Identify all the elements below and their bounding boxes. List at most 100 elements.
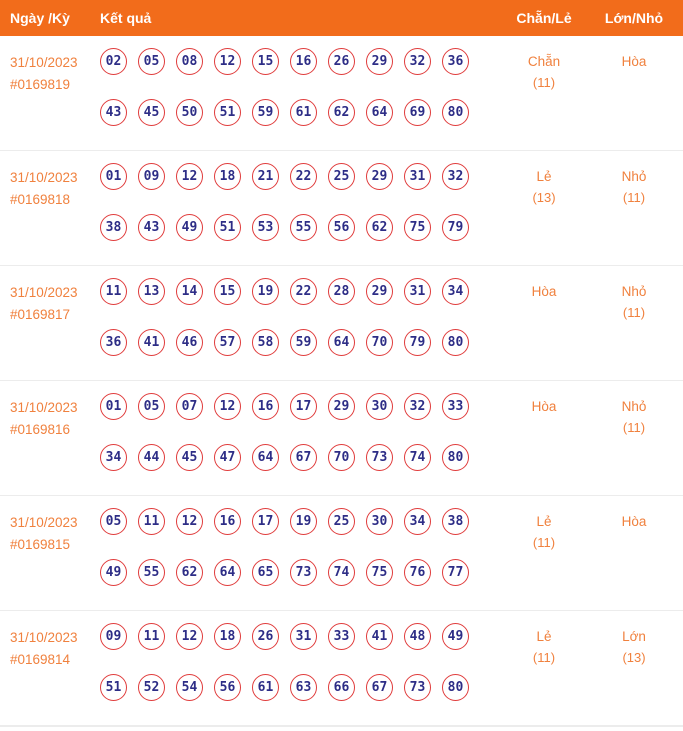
number-ball: 69 bbox=[404, 99, 431, 126]
date-cell: 31/10/2023 #0169817 bbox=[10, 278, 100, 368]
draw-period: #0169815 bbox=[10, 537, 71, 553]
number-ball: 15 bbox=[214, 278, 241, 305]
number-ball: 01 bbox=[100, 393, 127, 420]
number-ball: 75 bbox=[404, 214, 431, 241]
number-ball: 80 bbox=[442, 99, 469, 126]
ball-line: 11 13 14 15 19 22 28 29 31 34 bbox=[100, 278, 499, 305]
number-ball: 62 bbox=[366, 214, 393, 241]
number-ball: 67 bbox=[366, 674, 393, 701]
chanle-value: Lẻ bbox=[536, 629, 552, 644]
number-ball: 36 bbox=[100, 329, 127, 356]
number-ball: 64 bbox=[328, 329, 355, 356]
table-row: 31/10/2023 #0169817 11 13 14 15 19 22 28 29 31 34… bbox=[0, 266, 683, 381]
number-ball: 62 bbox=[328, 99, 355, 126]
lonnho-value: Lớn bbox=[622, 629, 646, 644]
number-ball: 21 bbox=[252, 163, 279, 190]
column-header-result: Kết quả bbox=[100, 10, 152, 26]
ball-line: 01 09 12 18 21 22 25 29 31 32 bbox=[100, 163, 499, 190]
number-ball: 11 bbox=[138, 623, 165, 650]
number-ball: 31 bbox=[404, 278, 431, 305]
number-ball: 29 bbox=[366, 278, 393, 305]
number-ball: 05 bbox=[138, 48, 165, 75]
chanle-cell: Hòa bbox=[499, 393, 589, 483]
number-ball: 12 bbox=[176, 623, 203, 650]
number-ball: 73 bbox=[290, 559, 317, 586]
lonnho-cell: Nhỏ (11) bbox=[589, 163, 679, 253]
number-ball: 22 bbox=[290, 278, 317, 305]
number-ball: 34 bbox=[442, 278, 469, 305]
chanle-value: Lẻ bbox=[536, 514, 552, 529]
lonnho-count: (13) bbox=[622, 649, 646, 665]
ball-line: 09 11 12 18 26 31 33 41 48 49 bbox=[100, 623, 499, 650]
lonnho-count: (11) bbox=[622, 189, 646, 205]
chanle-count: (11) bbox=[532, 534, 556, 550]
number-ball: 32 bbox=[442, 163, 469, 190]
lonnho-value: Hòa bbox=[621, 54, 647, 69]
lonnho-value: Hòa bbox=[621, 514, 647, 529]
number-ball: 34 bbox=[100, 444, 127, 471]
number-ball: 61 bbox=[290, 99, 317, 126]
number-ball: 43 bbox=[138, 214, 165, 241]
number-ball: 51 bbox=[214, 214, 241, 241]
number-ball: 61 bbox=[252, 674, 279, 701]
number-ball: 25 bbox=[328, 163, 355, 190]
number-ball: 16 bbox=[252, 393, 279, 420]
number-ball: 09 bbox=[100, 623, 127, 650]
number-ball: 64 bbox=[214, 559, 241, 586]
number-ball: 63 bbox=[290, 674, 317, 701]
number-ball: 09 bbox=[138, 163, 165, 190]
ball-line: 38 43 49 51 53 55 56 62 75 79 bbox=[100, 214, 499, 241]
number-ball: 49 bbox=[100, 559, 127, 586]
lonnho-value: Nhỏ bbox=[621, 399, 647, 414]
numbers-cell: 09 11 12 18 26 31 33 41 48 49 51 52 54 56 61 63 66 67 73 8… bbox=[100, 623, 499, 713]
draw-date: 31/10/2023 bbox=[10, 400, 78, 415]
table-row: 31/10/2023 #0169818 01 09 12 18 21 22 25 29 31 32… bbox=[0, 151, 683, 266]
number-ball: 08 bbox=[176, 48, 203, 75]
number-ball: 34 bbox=[404, 508, 431, 535]
ball-line: 49 55 62 64 65 73 74 75 76 77 bbox=[100, 559, 499, 586]
number-ball: 41 bbox=[366, 623, 393, 650]
numbers-cell: 05 11 12 16 17 19 25 30 34 38 49 55 62 64 65 73 74 75 76 7… bbox=[100, 508, 499, 598]
number-ball: 05 bbox=[138, 393, 165, 420]
number-ball: 58 bbox=[252, 329, 279, 356]
number-ball: 56 bbox=[328, 214, 355, 241]
number-ball: 46 bbox=[176, 329, 203, 356]
lonnho-value: Nhỏ bbox=[621, 169, 647, 184]
lonnho-cell: Hòa bbox=[589, 508, 679, 598]
number-ball: 74 bbox=[328, 559, 355, 586]
ball-line: 51 52 54 56 61 63 66 67 73 80 bbox=[100, 674, 499, 701]
number-ball: 30 bbox=[366, 393, 393, 420]
draw-period: #0169816 bbox=[10, 422, 71, 438]
lonnho-value: Nhỏ bbox=[621, 284, 647, 299]
number-ball: 26 bbox=[252, 623, 279, 650]
number-ball: 54 bbox=[176, 674, 203, 701]
number-ball: 50 bbox=[176, 99, 203, 126]
number-ball: 18 bbox=[214, 163, 241, 190]
number-ball: 32 bbox=[404, 48, 431, 75]
table-row: 31/10/2023 #0169819 02 05 08 12 15 16 26 29 32 36… bbox=[0, 36, 683, 151]
number-ball: 12 bbox=[176, 508, 203, 535]
chanle-cell: Chẵn (11) bbox=[499, 48, 589, 138]
number-ball: 70 bbox=[328, 444, 355, 471]
number-ball: 17 bbox=[252, 508, 279, 535]
number-ball: 29 bbox=[328, 393, 355, 420]
chanle-value: Chẵn bbox=[527, 54, 561, 69]
number-ball: 29 bbox=[366, 48, 393, 75]
number-ball: 64 bbox=[366, 99, 393, 126]
number-ball: 11 bbox=[100, 278, 127, 305]
number-ball: 25 bbox=[328, 508, 355, 535]
number-ball: 79 bbox=[442, 214, 469, 241]
number-ball: 38 bbox=[100, 214, 127, 241]
lonnho-cell: Lớn (13) bbox=[589, 623, 679, 713]
number-ball: 44 bbox=[138, 444, 165, 471]
number-ball: 59 bbox=[290, 329, 317, 356]
numbers-cell: 01 09 12 18 21 22 25 29 31 32 38 43 49 51 53 55 56 62 75 7… bbox=[100, 163, 499, 253]
table-row: 31/10/2023 #0169814 09 11 12 18 26 31 33 41 48 49… bbox=[0, 611, 683, 726]
number-ball: 51 bbox=[100, 674, 127, 701]
number-ball: 47 bbox=[214, 444, 241, 471]
number-ball: 73 bbox=[366, 444, 393, 471]
number-ball: 49 bbox=[442, 623, 469, 650]
number-ball: 48 bbox=[404, 623, 431, 650]
number-ball: 66 bbox=[328, 674, 355, 701]
number-ball: 43 bbox=[100, 99, 127, 126]
